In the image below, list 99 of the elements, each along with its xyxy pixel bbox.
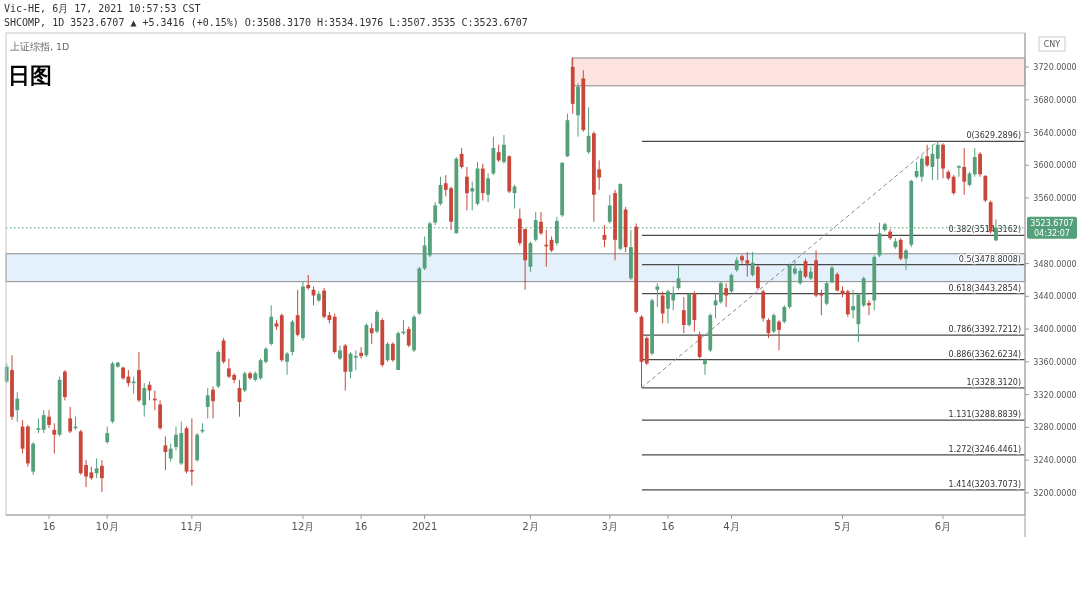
x-tick-label: 2021 [411,521,438,532]
y-tick-label: 3440.0000 [1033,292,1077,302]
candlestick [459,147,464,170]
candlestick [47,409,51,429]
ref-line-label: 0.5(3478.8008) [958,254,1021,264]
candlestick [935,140,940,181]
candlestick [100,459,104,493]
candlestick [168,443,173,463]
candlestick [755,264,760,291]
x-tick-label: 16 [42,521,56,532]
candlestick [94,457,99,479]
candlestick [724,282,729,308]
candlestick [681,296,686,334]
candlestick [486,172,490,203]
candlestick [211,385,215,419]
y-tick-label: 3240.0000 [1033,456,1077,466]
ref-line-label: 1.131(3288.8839) [948,410,1021,420]
candlestick [295,289,300,337]
x-tick-label: 2月 [522,521,539,532]
y-tick-label: 3320.0000 [1033,390,1077,400]
candlestick [824,281,829,306]
candlestick [41,409,46,434]
candlestick [925,144,930,168]
ref-line-label: 1(3328.3120) [966,377,1021,387]
candlestick [539,211,543,236]
ref-line-label: 0.886(3362.6234) [948,349,1021,359]
x-tick-label: 16 [661,521,675,532]
candlestick [951,174,956,196]
y-tick-label: 3560.0000 [1033,194,1077,204]
candlestick [242,371,247,393]
candlestick [962,147,967,196]
candlestick [158,399,163,431]
candlestick [718,281,723,305]
candlestick [390,341,395,363]
ref-line-label: 3523.6707 [1030,218,1074,228]
candlestick [502,134,506,165]
text: Vic-HE, 6月 17, 2021 10:57:53 CST [4,3,201,14]
candlestick [898,237,903,261]
candlestick [941,142,945,179]
y-tick-label: 3680.0000 [1033,95,1077,105]
text: 日图 [8,63,52,88]
candlestick [782,304,787,324]
x-tick-label: 6月 [934,521,952,532]
candlestick [978,151,982,178]
x-tick-label: 16 [354,521,368,532]
x-tick-label: 4月 [723,521,740,532]
candlestick [369,322,374,345]
candlestick [655,282,660,308]
x-tick-label: 10月 [95,521,119,532]
ref-line-label: 0(3629.2896) [966,131,1021,141]
x-tick-label: 3月 [601,521,618,532]
text: 04:32:07 [1034,228,1070,238]
candlestick [586,106,591,155]
candlestick [845,289,850,318]
candlestick [777,319,781,351]
candlestick [771,313,776,334]
candlestick [15,391,20,423]
candlestick [919,154,924,183]
candlestick [470,181,475,211]
candlestick [607,194,612,224]
x-tick-label: 11月 [180,521,204,532]
candlestick [660,290,665,324]
candlestick [465,166,469,211]
candlestick [703,358,707,376]
candlestick [359,346,364,360]
y-tick-label: 3640.0000 [1033,128,1077,138]
y-tick-label: 3400.0000 [1033,325,1077,335]
candlestick [740,254,744,265]
y-tick-label: 3480.0000 [1033,259,1077,269]
y-tick-label: 3720.0000 [1033,62,1077,72]
candlestick [285,351,289,376]
candlestick [433,201,438,226]
candlestick [375,309,379,334]
y-tick-label: 3600.0000 [1033,161,1077,171]
candlestick [745,251,750,278]
candlestick [972,147,977,178]
y-tick-label: 3280.0000 [1033,423,1077,433]
x-tick-label: 5月 [834,521,851,532]
text: 上证综指, 1D [10,41,70,52]
candlestick [353,349,358,371]
candlestick [888,228,893,241]
candlestick [142,382,147,418]
candlestick [904,248,908,271]
candlestick [52,422,57,455]
y-tick-label: 3360.0000 [1033,357,1077,367]
candlestick [189,417,194,487]
x-tick-label: 12月 [291,521,315,532]
candlestick [68,406,73,434]
candlestick [406,326,411,348]
candlestick [697,331,702,360]
ref-line-label: 1.414(3203.7073) [948,479,1021,489]
ref-line-label: 1.272(3246.4461) [948,444,1021,454]
candlestick [957,164,961,178]
y-tick-label: 3200.0000 [1033,488,1077,498]
candlestick [205,387,210,419]
text: SHCOMP, 1D 3523.6707 ▲ +5.3416 (+0.15%) O:3508.3170 H:3534.1976 L:3507.3535 C:3523.6707 [4,17,528,28]
ref-line-label: 0.618(3443.2854) [948,283,1021,293]
text: CNY [1043,40,1061,49]
ref-line-label: 0.786(3392.7212) [948,325,1021,335]
